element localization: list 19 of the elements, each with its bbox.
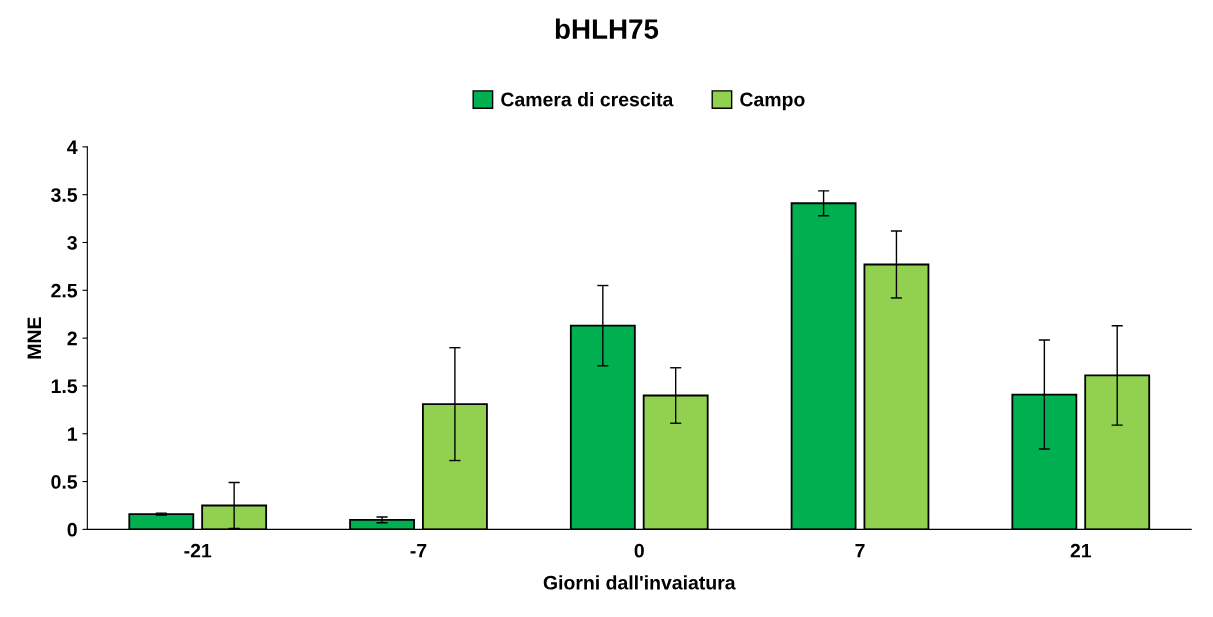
x-tick-label: 0 — [634, 543, 644, 558]
x-tick-label: -7 — [410, 543, 427, 558]
legend-label: Camera di crescita — [501, 92, 674, 107]
x-tick-label: 21 — [1070, 543, 1092, 558]
y-tick-label: 4 — [67, 140, 78, 154]
legend-label: Campo — [740, 92, 805, 111]
y-tick-label: 2 — [67, 331, 77, 346]
y-tick-label: 2.5 — [51, 283, 78, 298]
x-axis-title: Giorni dall'invaiatura — [543, 575, 736, 590]
y-tick-label: 0.5 — [51, 475, 78, 489]
chart-title: bHLH75 — [555, 18, 659, 39]
x-tick-label: -21 — [184, 543, 212, 558]
x-tick-label: 7 — [855, 543, 865, 558]
y-tick-label: 1.5 — [51, 379, 78, 394]
y-tick-label: 0 — [67, 522, 77, 537]
y-tick-label: 3.5 — [51, 188, 78, 202]
y-axis-title: MNE — [27, 317, 41, 359]
y-tick-label: 1 — [68, 427, 78, 441]
y-tick-label: 3 — [67, 235, 77, 250]
